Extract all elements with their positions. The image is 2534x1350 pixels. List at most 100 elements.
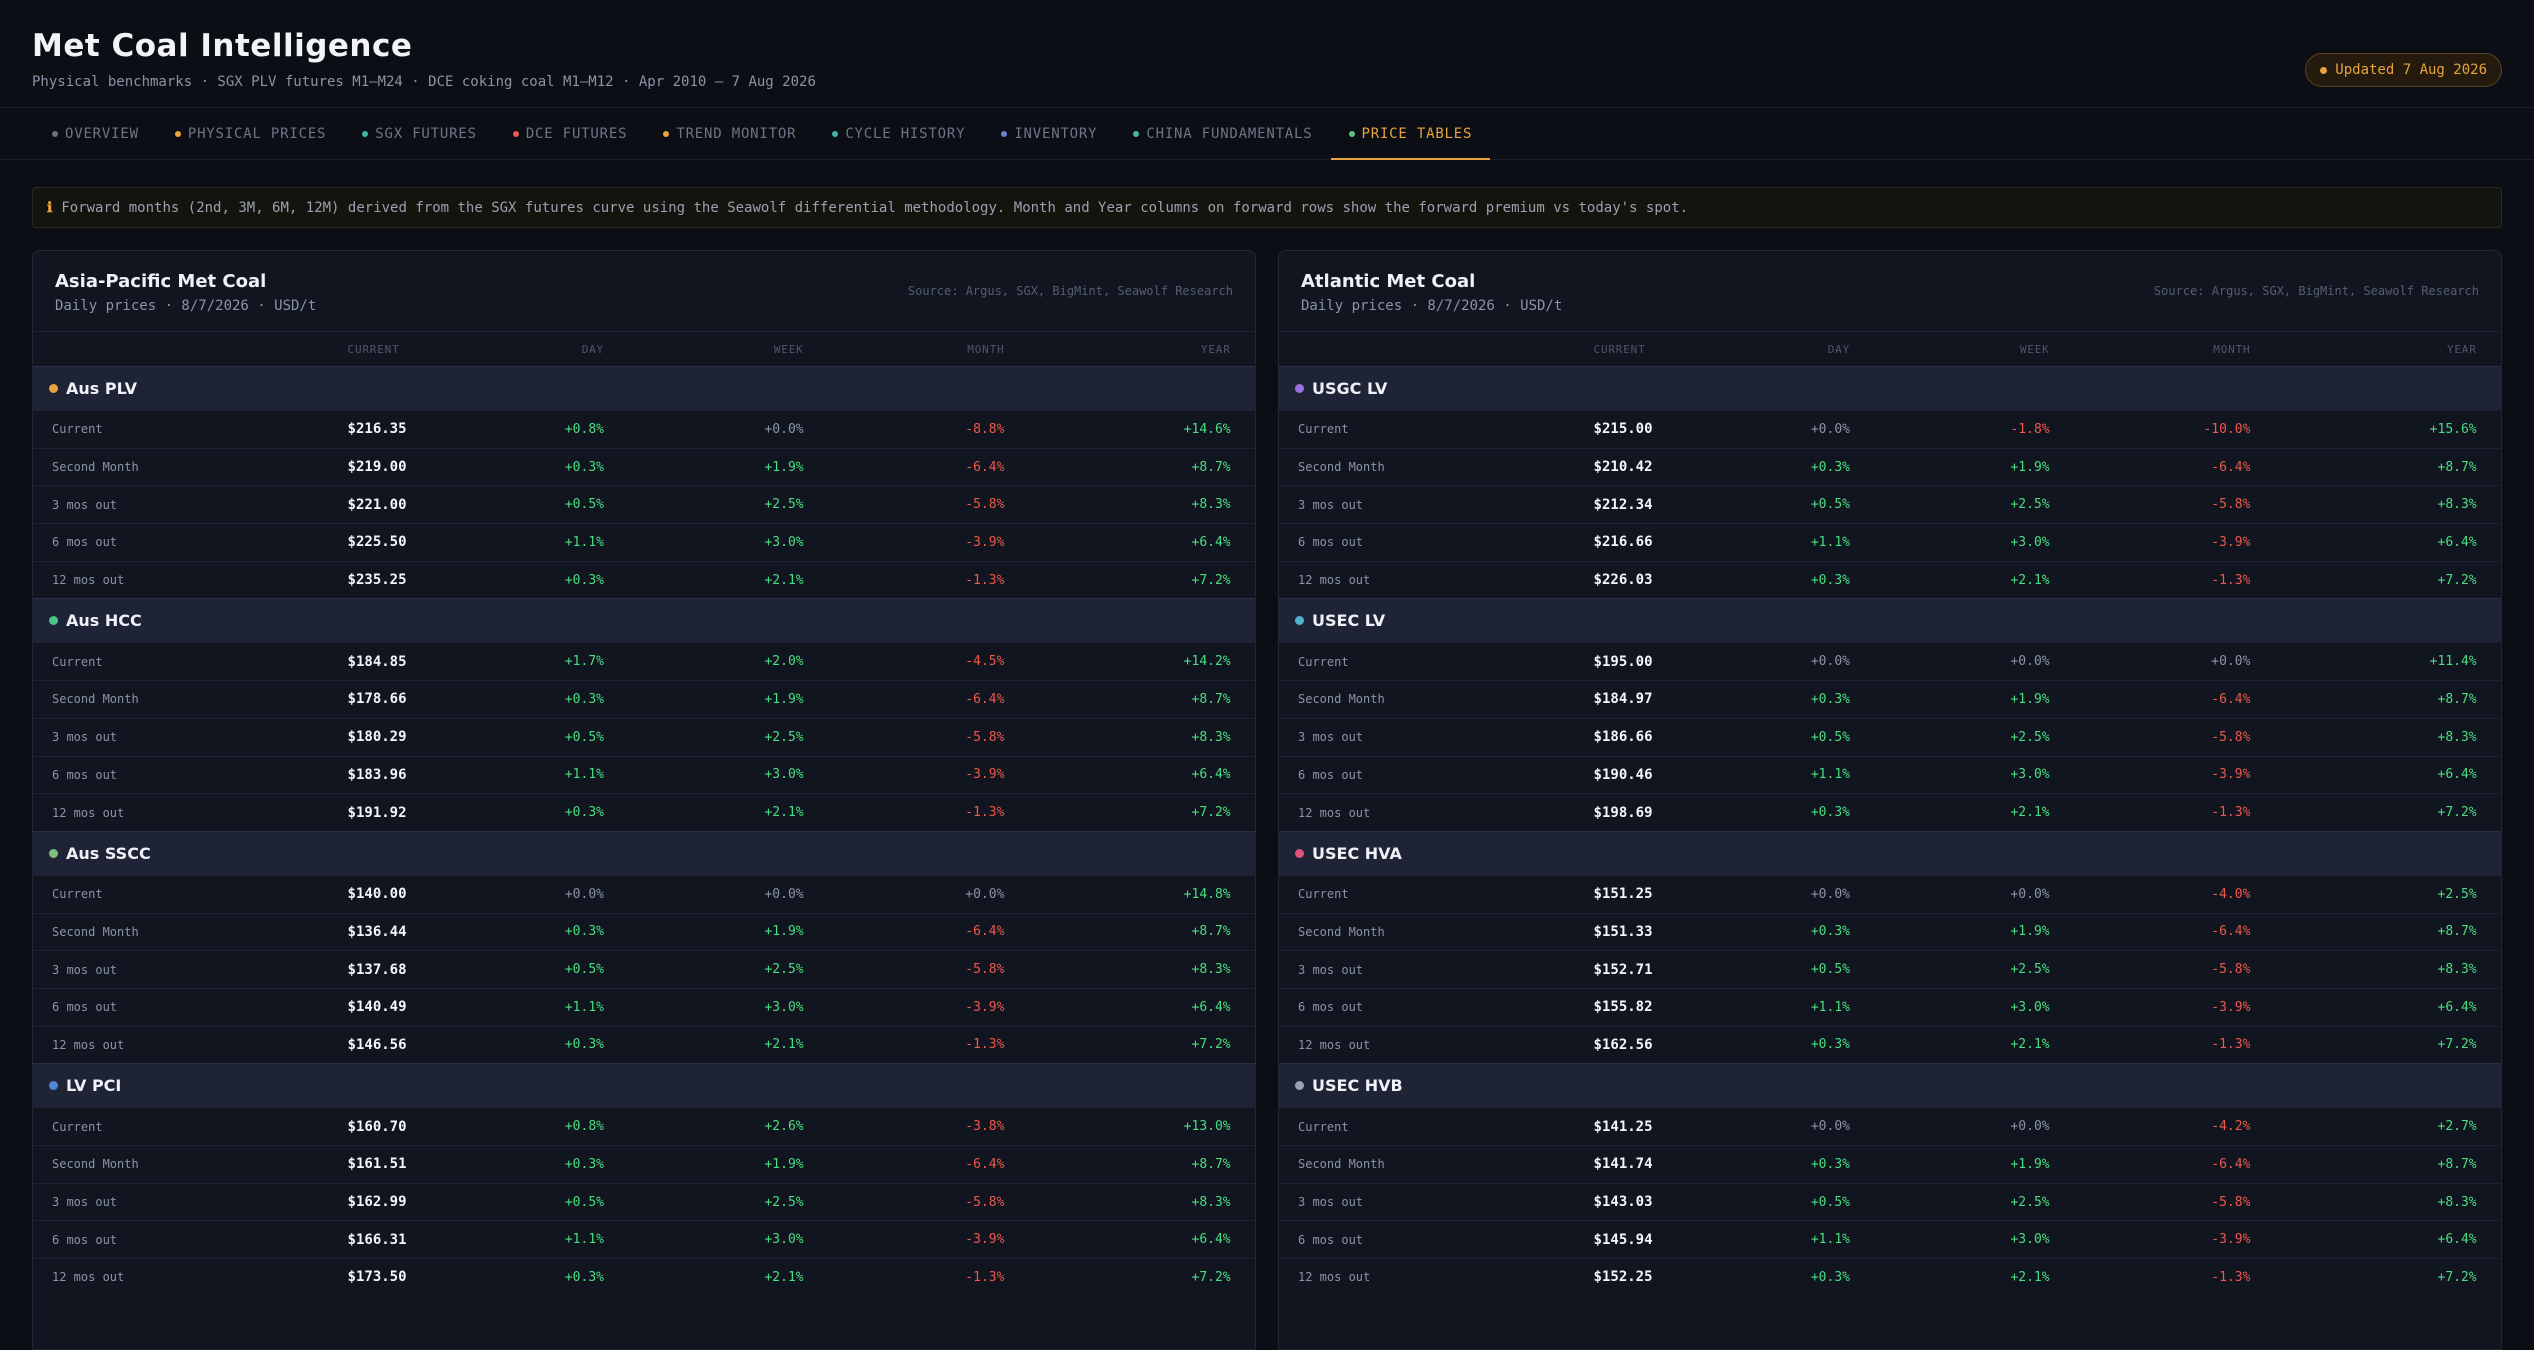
change-cell: +2.5%: [2010, 497, 2050, 513]
change-cell: +0.3%: [564, 1037, 604, 1053]
change-cell: +1.1%: [564, 534, 604, 550]
row-label: 3 mos out: [1298, 730, 1364, 745]
data-row: Current $195.00 +0.0% +0.0% +0.0% +11.4%: [1279, 642, 2501, 680]
change-cell: +2.1%: [764, 572, 804, 588]
tab-label: TREND MONITOR: [676, 125, 797, 142]
tab-label: DCE FUTURES: [525, 125, 628, 142]
tab-label: INVENTORY: [1014, 125, 1098, 142]
data-row: 6 mos out $183.96 +1.1% +3.0% -3.9% +6.4%: [33, 755, 1255, 794]
change-cell: +0.8%: [564, 1119, 604, 1135]
row-label: Current: [1298, 1119, 1349, 1134]
current-price: $184.85: [347, 653, 407, 670]
current-price: $183.96: [347, 766, 407, 783]
change-cell: -1.3%: [965, 805, 1005, 821]
change-cell: +1.9%: [764, 691, 804, 707]
data-row: 12 mos out $226.03 +0.3% +2.1% -1.3% +7.2%: [1279, 560, 2501, 599]
group-name: USEC HVA: [1312, 843, 1402, 863]
group-row: USGC LV: [1279, 366, 2501, 410]
current-price: $191.92: [347, 804, 407, 821]
tab[interactable]: TREND MONITOR: [645, 108, 814, 159]
tab[interactable]: SGX FUTURES: [344, 108, 495, 159]
change-cell: -5.8%: [965, 1194, 1005, 1210]
data-row: 6 mos out $140.49 +1.1% +3.0% -3.9% +6.4%: [33, 987, 1255, 1026]
tab[interactable]: DCE FUTURES: [495, 108, 646, 159]
tab-dot: [174, 130, 181, 137]
data-row: Current $215.00 +0.0% -1.8% -10.0% +15.6%: [1279, 410, 2501, 448]
change-cell: -1.3%: [2211, 572, 2251, 588]
row-label: Current: [52, 422, 103, 437]
change-cell: +2.5%: [2437, 886, 2477, 902]
change-cell: +1.1%: [564, 767, 604, 783]
updated-badge: Updated 7 Aug 2026: [2305, 53, 2502, 87]
change-cell: +0.3%: [1810, 924, 1850, 940]
change-cell: +0.3%: [1810, 1156, 1850, 1172]
panel-source: Source: Argus, SGX, BigMint, Seawolf Res…: [2153, 284, 2479, 298]
change-cell: -5.8%: [965, 729, 1005, 745]
data-row: Second Month $210.42 +0.3% +1.9% -6.4% +8.7%: [1279, 447, 2501, 486]
change-cell: +8.3%: [2437, 1194, 2477, 1210]
change-cell: -3.9%: [965, 1232, 1005, 1248]
data-row: 3 mos out $180.29 +0.5% +2.5% -5.8% +8.3%: [33, 717, 1255, 756]
change-cell: +3.0%: [764, 999, 804, 1015]
change-cell: +0.3%: [564, 572, 604, 588]
change-cell: +3.0%: [2010, 534, 2050, 550]
group-row: Aus SSCC: [33, 830, 1255, 875]
column-label: YEAR: [1200, 342, 1231, 356]
panel-header: Atlantic Met Coal Daily prices · 8/7/2026…: [1279, 251, 2501, 331]
change-cell: +1.1%: [1810, 1232, 1850, 1248]
change-cell: -3.9%: [965, 534, 1005, 550]
tab-dot: [52, 130, 58, 137]
row-label: 6 mos out: [1298, 1000, 1364, 1015]
change-cell: -3.9%: [2211, 534, 2251, 550]
tab-dot: [1133, 130, 1140, 137]
data-row: 3 mos out $143.03 +0.5% +2.5% -5.8% +8.3%: [1279, 1182, 2501, 1221]
data-row: Second Month $178.66 +0.3% +1.9% -6.4% +8.7%: [33, 680, 1255, 718]
change-cell: +1.1%: [564, 999, 604, 1015]
row-label: Second Month: [52, 692, 139, 707]
change-cell: -6.4%: [2211, 691, 2251, 707]
row-label: Second Month: [1298, 1157, 1385, 1172]
data-row: 6 mos out $166.31 +1.1% +3.0% -3.9% +6.4%: [33, 1220, 1255, 1258]
change-cell: +3.0%: [2010, 1232, 2050, 1248]
change-cell: +8.3%: [2437, 962, 2477, 978]
change-cell: +7.2%: [2437, 1269, 2477, 1285]
current-price: $141.25: [1593, 1118, 1653, 1135]
current-price: $180.29: [347, 729, 407, 746]
change-cell: -5.8%: [2211, 1194, 2251, 1210]
change-cell: +0.8%: [564, 421, 604, 437]
current-price: $219.00: [347, 459, 407, 476]
current-price: $162.99: [347, 1194, 407, 1211]
change-cell: +2.1%: [2010, 1037, 2050, 1053]
tab[interactable]: CYCLE HISTORY: [814, 108, 983, 159]
current-price: $226.03: [1593, 572, 1653, 589]
data-row: 3 mos out $137.68 +0.5% +2.5% -5.8% +8.3%: [33, 950, 1255, 988]
change-cell: +0.0%: [1810, 886, 1850, 902]
column-header: CURRENT DAY WEEK MONTH YEAR: [1279, 331, 2501, 366]
tab[interactable]: CHINA FUNDAMENTALS: [1115, 108, 1330, 159]
data-row: 12 mos out $152.25 +0.3% +2.1% -1.3% +7.2%: [1279, 1258, 2501, 1296]
title: Met Coal Intelligence: [32, 28, 413, 64]
tab-label: CHINA FUNDAMENTALS: [1146, 125, 1313, 142]
change-cell: +8.7%: [2437, 691, 2477, 707]
current-price: $160.70: [347, 1118, 407, 1135]
change-cell: -1.3%: [965, 1037, 1005, 1053]
tab[interactable]: OVERVIEW: [34, 108, 157, 159]
row-label: Second Month: [1298, 460, 1385, 475]
group-row: Aus HCC: [33, 598, 1255, 643]
change-cell: -4.0%: [2211, 886, 2251, 902]
change-cell: +8.7%: [2437, 1156, 2477, 1172]
row-label: 12 mos out: [52, 805, 125, 820]
change-cell: +0.0%: [1810, 1119, 1850, 1135]
change-cell: +0.3%: [564, 691, 604, 707]
current-price: $145.94: [1593, 1231, 1653, 1248]
tab[interactable]: PHYSICAL PRICES: [157, 108, 344, 159]
tab[interactable]: PRICE TABLES: [1330, 108, 1491, 160]
tab[interactable]: INVENTORY: [983, 108, 1115, 159]
change-cell: +8.3%: [2437, 497, 2477, 513]
change-cell: -6.4%: [965, 1156, 1005, 1172]
change-cell: -6.4%: [2211, 459, 2251, 475]
change-cell: +8.3%: [1191, 962, 1231, 978]
change-cell: +0.3%: [564, 1269, 604, 1285]
change-cell: +0.3%: [564, 924, 604, 940]
change-cell: +6.4%: [1191, 1232, 1231, 1248]
